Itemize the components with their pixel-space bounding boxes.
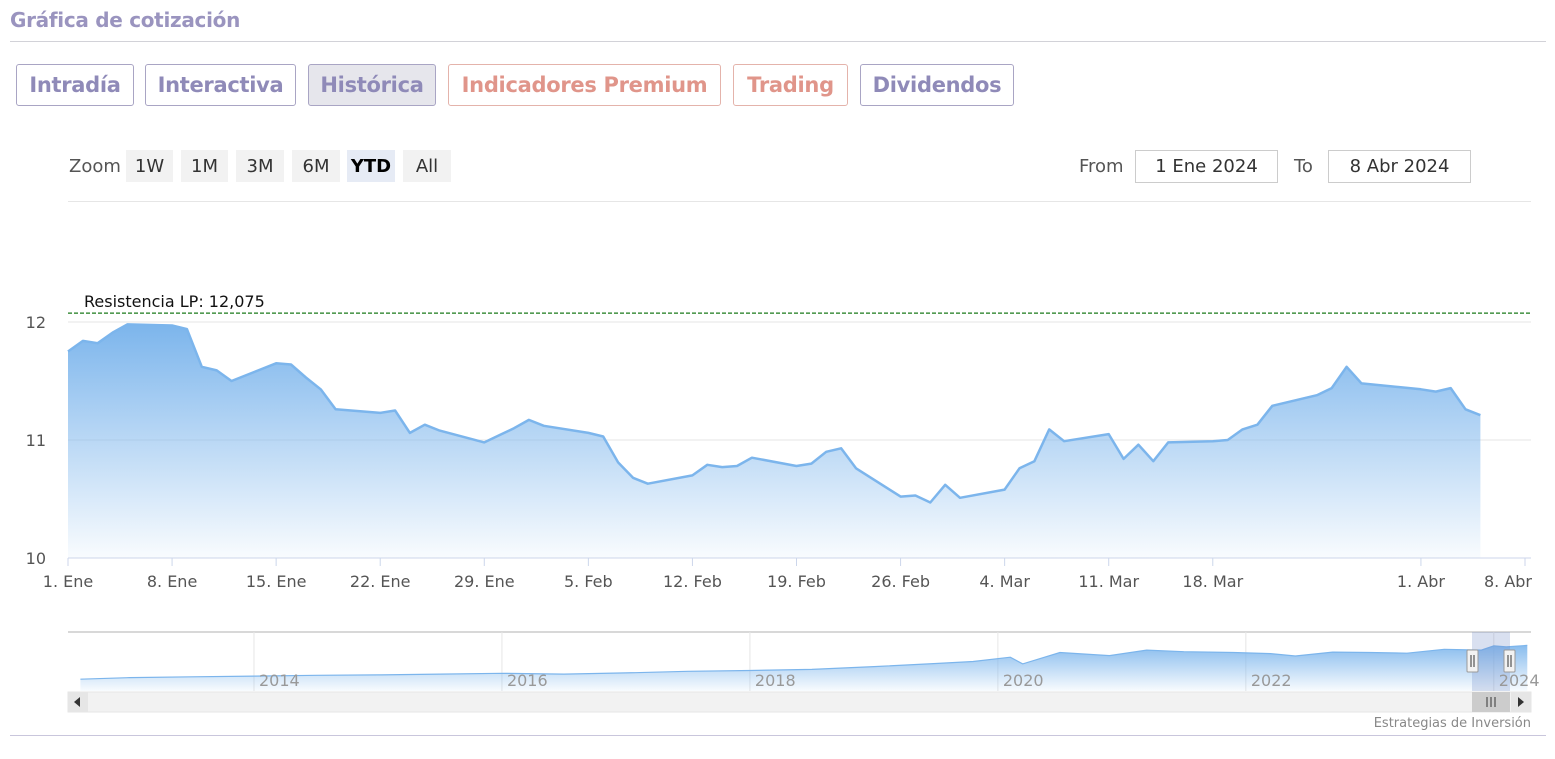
x-tick-label: 1. Ene (43, 572, 93, 591)
tab-intradia[interactable]: Intradía (16, 64, 134, 106)
zoom-ytd-button[interactable]: YTD (347, 150, 395, 182)
selector-divider (68, 201, 1531, 202)
chevron-right-icon (1518, 697, 1524, 707)
tab-interactiva[interactable]: Interactiva (145, 64, 296, 106)
navigator-line (80, 644, 1528, 680)
y-tick-label: 12 (26, 313, 46, 332)
scrollbar-track[interactable] (67, 691, 1532, 713)
x-tick-label: 15. Ene (246, 572, 307, 591)
navigator-right-handle[interactable] (1503, 649, 1516, 673)
price-area (68, 324, 1481, 558)
page-title: Gráfica de cotización (10, 8, 241, 32)
plot-lines: Resistencia LP: 12,075 (68, 292, 1531, 314)
x-tick-label: 11. Mar (1078, 572, 1139, 591)
x-tick-label: 22. Ene (350, 572, 411, 591)
x-tick-label: 19. Feb (767, 572, 826, 591)
tab-historica[interactable]: Histórica (308, 64, 436, 106)
title-divider (10, 41, 1546, 42)
navigator-year-label: 2014 (259, 671, 300, 690)
y-tick-label: 11 (26, 431, 46, 450)
x-tick-label: 18. Mar (1182, 572, 1243, 591)
navigator-year-label: 2024 (1499, 671, 1540, 690)
tab-dividendos[interactable]: Dividendos (860, 64, 1014, 106)
x-axis: 1. Ene 8. Ene 15. Ene 22. Ene 29. Ene 5. Feb 1… (43, 557, 1532, 591)
from-date-input[interactable]: 1 Ene 2024 (1135, 150, 1278, 183)
y-tick-label: 10 (26, 549, 46, 568)
to-date-input[interactable]: 8 Abr 2024 (1328, 150, 1471, 183)
from-label: From (1079, 156, 1124, 177)
x-tick-label: 8. Ene (147, 572, 197, 591)
y-axis-labels: 10 11 12 (26, 313, 46, 568)
x-tick-label: 8. Abr (1484, 572, 1532, 591)
navigator-year-label: 2016 (507, 671, 548, 690)
zoom-1m-button[interactable]: 1M (181, 150, 228, 182)
zoom-1w-button[interactable]: 1W (126, 150, 173, 182)
x-tick-label: 26. Feb (871, 572, 930, 591)
tab-indicadores-premium[interactable]: Indicadores Premium (448, 64, 721, 106)
chart-credits[interactable]: Estrategias de Inversión (1374, 716, 1531, 731)
x-tick-label: 1. Abr (1397, 572, 1445, 591)
tab-trading[interactable]: Trading (733, 64, 848, 106)
x-tick-label: 29. Ene (454, 572, 515, 591)
zoom-all-button[interactable]: All (403, 150, 451, 182)
to-label: To (1294, 156, 1313, 177)
zoom-label: Zoom (69, 156, 121, 177)
x-tick-label: 4. Mar (979, 572, 1030, 591)
zoom-3m-button[interactable]: 3M (236, 150, 284, 182)
navigator: 2014 2016 2018 2020 2022 2024 (68, 631, 1540, 691)
navigator-series (80, 644, 1528, 691)
navigator-year-label: 2018 (755, 671, 796, 690)
resistance-label: Resistencia LP: 12,075 (84, 292, 265, 311)
x-tick-label: 12. Feb (663, 572, 722, 591)
bottom-divider (10, 735, 1546, 736)
navigator-year-labels: 2014 2016 2018 2020 2022 2024 (259, 671, 1540, 690)
navigator-year-label: 2020 (1003, 671, 1044, 690)
price-series (67, 323, 1481, 558)
chevron-left-icon (74, 697, 80, 707)
x-tick-label: 5. Feb (564, 572, 613, 591)
navigator-year-label: 2022 (1251, 671, 1292, 690)
zoom-6m-button[interactable]: 6M (292, 150, 340, 182)
scrollbar[interactable] (67, 691, 1532, 713)
navigator-area (80, 645, 1528, 691)
navigator-left-handle[interactable] (1466, 649, 1479, 673)
price-line (67, 323, 1481, 504)
